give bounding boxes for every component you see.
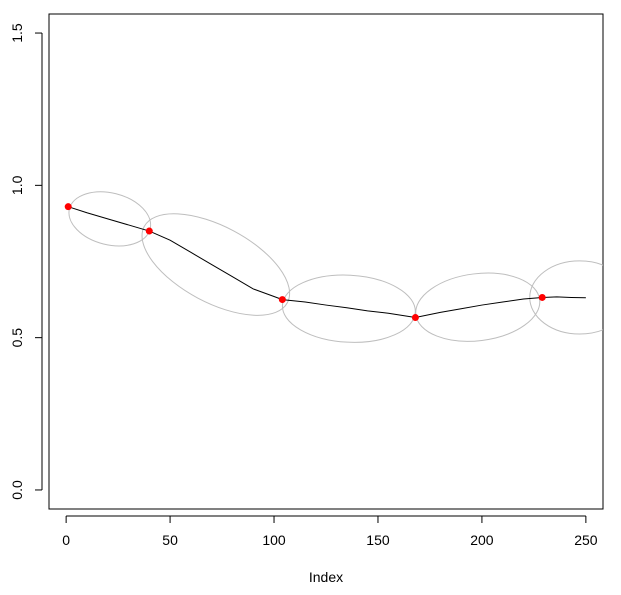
ellipse-layer <box>68 191 603 343</box>
series-line <box>68 206 586 319</box>
x-tick-label: 0 <box>62 532 70 548</box>
data-point-1 <box>64 203 72 211</box>
x-tick-label: 200 <box>470 532 494 548</box>
data-point-5 <box>538 293 546 301</box>
y-tick-label: 0.0 <box>9 480 25 500</box>
x-tick-label: 150 <box>366 532 390 548</box>
ellipse-2 <box>141 213 291 316</box>
x-axis: 0 50 100 150 200 250 <box>62 515 598 548</box>
x-tick-label: 100 <box>262 532 286 548</box>
data-point-4 <box>411 314 419 322</box>
y-tick-label: 1.5 <box>9 23 25 43</box>
series-layer <box>64 203 586 322</box>
plot-frame <box>48 13 604 510</box>
ellipse-4 <box>415 272 541 342</box>
y-axis: 0.0 0.5 1.0 1.5 <box>9 23 43 500</box>
y-tick-label: 0.5 <box>9 328 25 348</box>
data-point-3 <box>278 296 286 304</box>
data-point-2 <box>145 227 153 235</box>
ellipse-5 <box>529 260 603 335</box>
ellipse-3 <box>281 274 416 343</box>
y-tick-label: 1.0 <box>9 175 25 195</box>
x-tick-label: 250 <box>574 532 598 548</box>
ellipse-1 <box>68 191 152 247</box>
x-tick-label: 50 <box>162 532 178 548</box>
x-axis-label: Index <box>309 569 343 585</box>
